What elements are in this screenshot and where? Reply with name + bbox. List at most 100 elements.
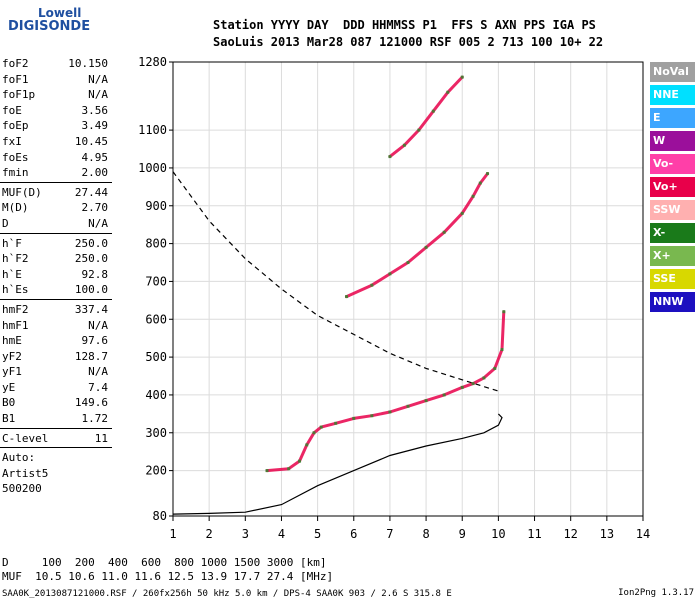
param-name: foF2	[2, 57, 29, 70]
legend-item-e: E	[650, 108, 695, 128]
echo-point	[431, 109, 435, 113]
param-name: 500200	[2, 482, 42, 496]
param-name: h`F2	[2, 252, 29, 266]
echo-point	[471, 194, 475, 198]
muf-distance-row: D 100 200 400 600 800 1000 1500 3000 [km…	[2, 556, 327, 569]
param-value: 7.4	[88, 380, 108, 394]
x-tick-label: 4	[278, 527, 285, 541]
param-name: yF2	[2, 349, 22, 363]
param-name: Auto:	[2, 451, 36, 465]
x-tick-label: 9	[459, 527, 466, 541]
param-row: fxI 10.45	[0, 134, 112, 150]
param-value: N/A	[88, 216, 108, 230]
param-name: yE	[2, 380, 16, 394]
legend-item-x-: X+	[650, 246, 695, 266]
model-profile-curve	[172, 171, 499, 392]
param-row: yF1 N/A	[0, 364, 112, 380]
param-row: 500200	[0, 481, 112, 497]
param-row: foF1 N/A	[0, 72, 112, 88]
param-name: h`Es	[2, 283, 29, 297]
x-tick-label: 10	[491, 527, 505, 541]
param-name: C-level	[2, 431, 49, 445]
param-row: yE 7.4	[0, 380, 112, 396]
param-value: 100.0	[74, 283, 108, 297]
param-row: foE 3.56	[0, 103, 112, 119]
param-value: N/A	[88, 318, 108, 332]
param-row: fmin 2.00	[0, 165, 112, 181]
echo-point	[500, 348, 504, 352]
x-tick-label: 13	[600, 527, 614, 541]
echo-point	[460, 385, 464, 389]
param-name: yF1	[2, 365, 22, 379]
y-tick-label: 700	[145, 274, 167, 288]
param-name: foF1	[2, 72, 29, 86]
y-tick-label: 900	[145, 199, 167, 213]
param-name: foEs	[2, 150, 29, 164]
param-row: foF2 10.150	[0, 56, 112, 72]
model-profile-curve	[172, 413, 503, 515]
x-tick-label: 8	[422, 527, 429, 541]
param-name: h`F	[2, 236, 22, 250]
param-separator	[0, 232, 112, 234]
scaled-parameters-panel: foF2 10.150 foF1 N/A foF1p N/A foE 3.56 foEp 3.49…	[0, 56, 112, 497]
param-name: B1	[2, 412, 16, 426]
y-tick-label: 80	[153, 509, 167, 523]
echo-trace	[345, 172, 489, 299]
echo-point	[424, 399, 428, 403]
param-row: Artist5	[0, 466, 112, 482]
param-name: M(D)	[2, 201, 29, 215]
echo-point	[370, 283, 374, 287]
echo-point	[388, 155, 392, 159]
param-row: yF2 128.7	[0, 349, 112, 365]
param-value: 250.0	[74, 236, 108, 250]
echo-point	[298, 459, 302, 463]
legend-item-noval: NoVal	[650, 62, 695, 82]
muf-value-row: MUF 10.5 10.6 11.0 11.6 12.5 13.9 17.7 2…	[2, 570, 334, 583]
echo-point	[446, 90, 450, 94]
echo-point	[388, 272, 392, 276]
legend-item-nne: NNE	[650, 85, 695, 105]
x-tick-label: 2	[206, 527, 213, 541]
echo-point	[460, 75, 464, 79]
x-tick-label: 12	[563, 527, 577, 541]
x-tick-label: 6	[350, 527, 357, 541]
header-values: SaoLuis 2013 Mar28 087 121000 RSF 005 2 …	[213, 35, 604, 49]
logo-text-digisonde: DIGISONDE	[8, 19, 91, 34]
param-row: M(D) 2.70	[0, 200, 112, 216]
legend-item-ssw: SSW	[650, 200, 695, 220]
param-name: Artist5	[2, 466, 49, 480]
echo-point	[417, 128, 421, 132]
param-value: 10.150	[68, 57, 108, 70]
param-row: Auto:	[0, 450, 112, 466]
param-value: 337.4	[74, 302, 108, 316]
param-separator	[0, 447, 112, 449]
param-row: hmF1 N/A	[0, 318, 112, 334]
file-info-line: SAA0K_2013087121000.RSF / 260fx256h 50 k…	[2, 589, 452, 599]
param-value: 10.45	[74, 134, 108, 148]
echo-point	[442, 230, 446, 234]
echo-point	[460, 211, 464, 215]
param-separator	[0, 181, 112, 183]
x-tick-label: 1	[169, 527, 176, 541]
param-row: C-level 11	[0, 431, 112, 447]
param-name: foEp	[2, 119, 29, 133]
param-row: foEp 3.49	[0, 118, 112, 134]
param-name: D	[2, 216, 9, 230]
param-separator	[0, 298, 112, 300]
echo-point	[305, 443, 309, 447]
legend-item-w: W	[650, 131, 695, 151]
header-labels: Station YYYY DAY DDD HHMMSS P1 FFS S AXN…	[213, 18, 596, 32]
legend-item-x-: X-	[650, 223, 695, 243]
x-tick-label: 3	[242, 527, 249, 541]
param-row: h`F 250.0	[0, 236, 112, 252]
polarization-legend: NoVal NNE E W Vo- Vo+ SSW X- X+ SSE NNW	[650, 62, 695, 315]
echo-point	[478, 181, 482, 185]
echo-point	[287, 467, 291, 471]
plot-frame	[172, 61, 644, 517]
echo-point	[493, 366, 497, 370]
param-row: h`E 92.8	[0, 267, 112, 283]
echo-point	[442, 393, 446, 397]
y-tick-label: 600	[145, 312, 167, 326]
param-row: foEs 4.95	[0, 150, 112, 166]
